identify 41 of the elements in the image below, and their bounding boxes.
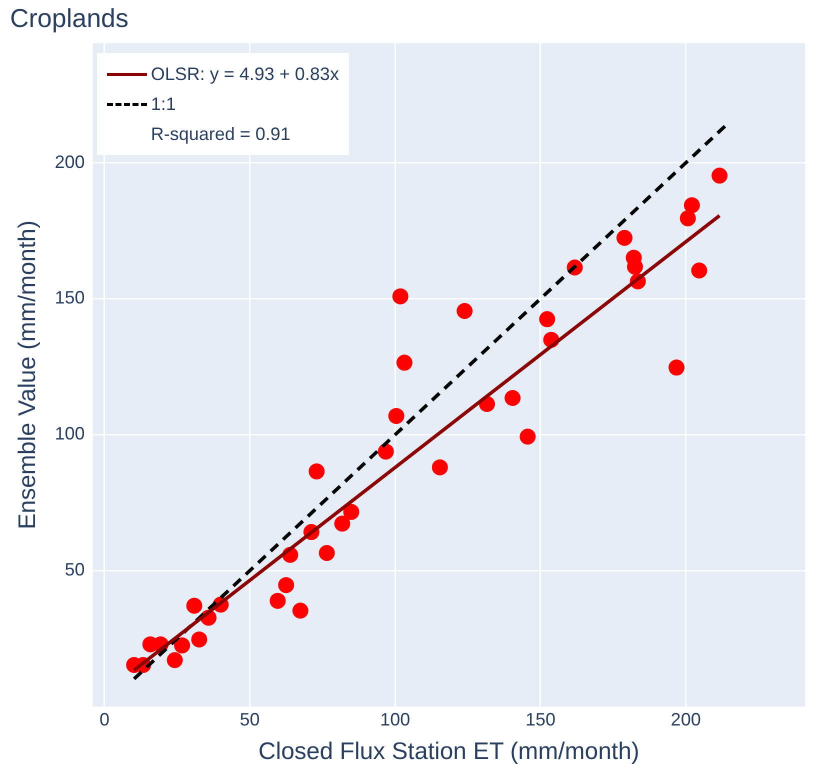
x-tick-label: 200 xyxy=(670,709,701,730)
point xyxy=(432,459,448,476)
point xyxy=(712,168,728,184)
point xyxy=(668,360,685,376)
x-axis-title: Closed Flux Station ET (mm/month) xyxy=(258,738,640,766)
point xyxy=(616,230,632,246)
point xyxy=(539,311,556,328)
point xyxy=(292,602,308,619)
point xyxy=(388,408,404,424)
x-tick-label: 50 xyxy=(240,709,260,730)
point xyxy=(392,288,408,304)
point xyxy=(174,637,190,654)
point xyxy=(691,262,708,278)
x-tick-label: 100 xyxy=(380,709,410,730)
annotation: R-squared = 0.91 xyxy=(150,123,292,146)
point xyxy=(318,544,335,561)
point xyxy=(186,598,202,614)
point xyxy=(278,577,294,594)
x-tick-label: 0 xyxy=(99,709,110,730)
point xyxy=(166,652,183,668)
point xyxy=(334,516,350,532)
point xyxy=(684,197,700,214)
y-tick-label: 50 xyxy=(64,560,85,580)
legend-label: 1:1 xyxy=(150,93,176,116)
y-tick-label: 200 xyxy=(54,152,85,172)
point xyxy=(343,504,360,520)
point xyxy=(680,210,696,226)
point xyxy=(378,444,394,460)
point xyxy=(520,428,536,445)
y-axis-title: Ensemble Value (mm/month) xyxy=(14,220,42,530)
point xyxy=(191,631,208,648)
point xyxy=(396,354,412,371)
point xyxy=(270,592,286,609)
y-tick-label: 150 xyxy=(54,288,85,308)
y-tick-label: 100 xyxy=(54,424,85,444)
point xyxy=(504,390,521,406)
point xyxy=(308,463,325,480)
legend-label: OLSR: y = 4.93 + 0.83x xyxy=(150,63,339,86)
point xyxy=(456,303,473,320)
chart-title: Croplands xyxy=(10,2,129,33)
x-tick-label: 150 xyxy=(525,709,556,730)
